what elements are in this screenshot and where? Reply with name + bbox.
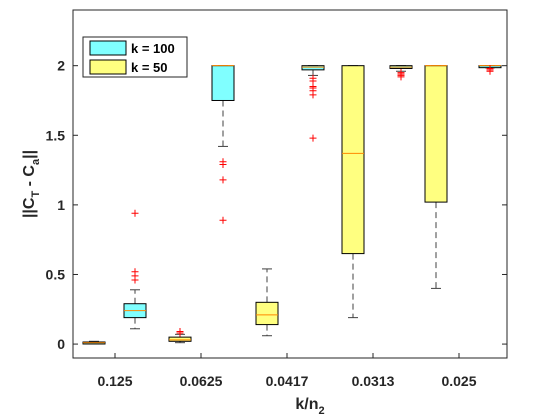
y-tick-label: 0.5: [46, 266, 66, 282]
box-k100-4: [301, 65, 325, 142]
legend: k = 100 k = 50: [82, 36, 188, 78]
box-k100-1: [82, 340, 106, 345]
x-tick-label: 0.025: [441, 373, 476, 389]
y-tick-label: 1.5: [46, 127, 66, 143]
outlier-marker: [131, 276, 139, 284]
box-body: [301, 65, 325, 71]
legend-swatch-k100: [89, 40, 127, 56]
box-body: [168, 336, 192, 342]
y-tick-label: 2: [57, 58, 65, 74]
outlier-marker: [397, 73, 405, 81]
legend-swatch-k50: [89, 59, 127, 75]
box-series: [82, 64, 502, 345]
legend-label-k50: k = 50: [131, 60, 168, 75]
outlier-marker: [176, 328, 184, 336]
box-body: [424, 65, 448, 203]
box-k100-2: [123, 209, 147, 330]
box-k50-3: [341, 65, 365, 319]
plot-area: 0 0.5 1 1.5 2 0.125 0.0625 0.0417 0.0313 0.025: [46, 9, 508, 389]
y-tick-label: 0: [57, 336, 65, 352]
outlier-marker: [309, 91, 317, 99]
x-axis-ticks: 0.125 0.0625 0.0417 0.0313 0.025: [97, 353, 477, 389]
box-k50-1: [168, 328, 192, 344]
x-tick-label: 0.0417: [266, 373, 309, 389]
y-axis-ticks: 0 0.5 1 1.5 2: [46, 58, 507, 352]
outlier-marker: [219, 216, 227, 224]
box-body: [341, 65, 365, 255]
box-body: [255, 301, 279, 326]
box-k50-2: [255, 268, 279, 337]
outlier-marker: [309, 134, 317, 142]
y-tick-label: 1: [57, 197, 65, 213]
outlier-marker: [219, 176, 227, 184]
box-k100-6: [478, 64, 502, 75]
outlier-marker: [486, 67, 494, 75]
x-tick-label: 0.125: [97, 373, 132, 389]
outlier-marker: [131, 209, 139, 217]
box-k50-4: [424, 65, 448, 289]
x-tick-label: 0.0625: [180, 373, 223, 389]
x-axis-title: k/n2: [295, 396, 324, 417]
outlier-marker: [219, 161, 227, 169]
y-axis-title: ||CT - Ca||: [21, 150, 42, 218]
x-tick-label: 0.0313: [352, 373, 395, 389]
box-k100-3: [211, 65, 235, 224]
legend-label-k100: k = 100: [131, 41, 175, 56]
box-k100-5: [389, 65, 413, 81]
box-body: [211, 65, 235, 101]
